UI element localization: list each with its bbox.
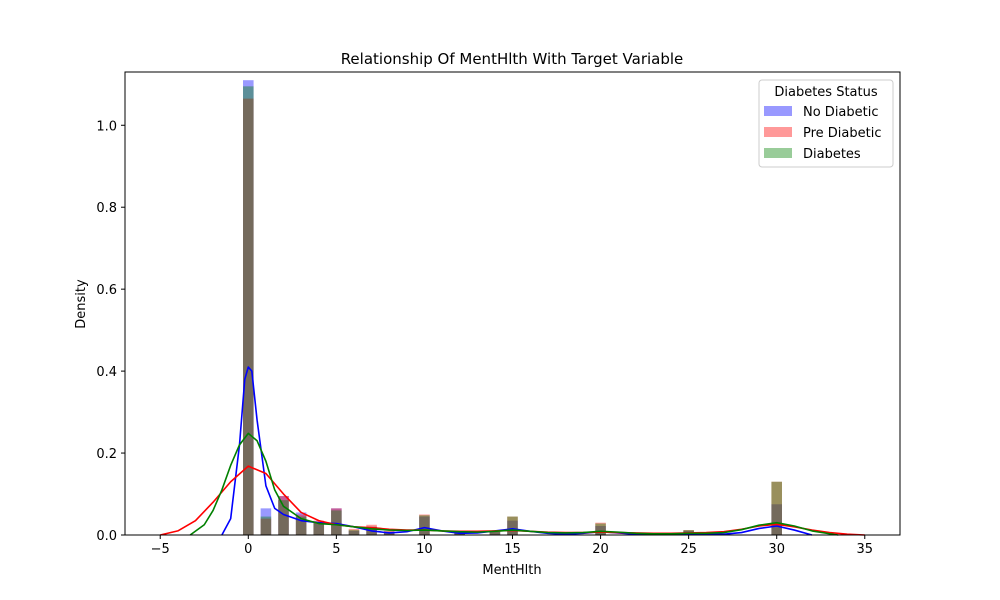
bar-0-13 xyxy=(595,525,606,535)
bar-2-4 xyxy=(313,522,325,535)
legend-items: No Diabetic Pre Diabetic Diabetes xyxy=(764,105,882,162)
bar-2-12 xyxy=(507,516,518,535)
bar-2-5 xyxy=(331,510,342,535)
legend-frame xyxy=(758,79,894,168)
legend: Diabetes Status No Diabetic Pre Diabetic D… xyxy=(758,79,894,168)
bar-0-1 xyxy=(260,508,272,535)
kde-lines xyxy=(160,366,865,536)
bar-0-9 xyxy=(419,516,430,535)
x-tick-label-1: 0 xyxy=(244,542,252,557)
bar-1-11 xyxy=(489,530,501,535)
x-tick-label-0: −5 xyxy=(151,542,170,557)
legend-label-1: Pre Diabetic xyxy=(803,126,882,141)
bar-1-5 xyxy=(331,508,342,535)
bar-0-11 xyxy=(489,531,501,535)
y-tick-label-4: 0.8 xyxy=(96,201,117,216)
y-tick-label-5: 1.0 xyxy=(96,119,117,134)
y-tick-label-2: 0.4 xyxy=(96,365,117,380)
bar-0-12 xyxy=(507,520,518,535)
bar-0-5 xyxy=(331,508,342,535)
bar-0-3 xyxy=(295,512,307,535)
bar-2-1 xyxy=(260,516,272,535)
bar-1-12 xyxy=(507,516,518,535)
bar-1-1 xyxy=(260,518,272,535)
bar-0-6 xyxy=(348,530,360,535)
x-axis: −5 0 5 10 15 20 25 30 35 xyxy=(151,535,873,557)
bar-2-3 xyxy=(295,516,307,535)
y-tick-label-0: 0.0 xyxy=(96,529,117,544)
legend-label-0: No Diabetic xyxy=(803,105,879,120)
plot-area xyxy=(124,71,901,536)
y-tick-label-3: 0.6 xyxy=(96,283,117,298)
kde-line-0 xyxy=(221,366,813,536)
bar-1-2 xyxy=(278,496,289,535)
x-tick-label-8: 35 xyxy=(856,542,873,557)
legend-title: Diabetes Status xyxy=(774,85,877,100)
bar-2-13 xyxy=(595,523,606,535)
bar-2-6 xyxy=(348,530,360,535)
bar-2-0 xyxy=(243,86,254,536)
bar-2-15 xyxy=(771,481,782,535)
bar-1-6 xyxy=(348,528,360,535)
bar-0-2 xyxy=(278,496,289,535)
x-tick-label-6: 25 xyxy=(680,542,697,557)
chart-title: Relationship Of MentHlth With Target Var… xyxy=(341,50,684,68)
bar-1-3 xyxy=(295,514,307,535)
x-tick-label-5: 20 xyxy=(592,542,609,557)
bar-2-11 xyxy=(489,531,501,535)
bar-0-15 xyxy=(771,504,782,535)
y-tick-label-1: 0.2 xyxy=(96,447,117,462)
bar-1-7 xyxy=(366,524,377,535)
x-tick-label-7: 30 xyxy=(768,542,785,557)
x-tick-label-3: 10 xyxy=(416,542,433,557)
bar-1-0 xyxy=(243,98,254,535)
histogram-bars xyxy=(243,80,782,536)
bar-1-15 xyxy=(771,481,782,535)
bar-0-0 xyxy=(243,80,254,535)
x-tick-label-4: 15 xyxy=(504,542,521,557)
bar-2-2 xyxy=(278,500,289,535)
legend-label-2: Diabetes xyxy=(803,147,861,162)
kde-line-2 xyxy=(189,432,839,536)
x-tick-label-2: 5 xyxy=(332,542,340,557)
legend-swatch-1 xyxy=(764,127,792,137)
y-axis: 0.0 0.2 0.4 0.6 0.8 1.0 xyxy=(96,119,125,544)
y-axis-label: Density xyxy=(74,279,89,329)
bar-1-13 xyxy=(595,522,606,535)
bar-1-4 xyxy=(313,520,325,535)
bar-2-9 xyxy=(419,515,430,535)
x-axis-label: MentHlth xyxy=(482,563,541,578)
legend-swatch-2 xyxy=(764,148,792,158)
legend-swatch-0 xyxy=(764,106,792,116)
bar-1-9 xyxy=(419,514,430,535)
bar-0-4 xyxy=(313,522,325,535)
